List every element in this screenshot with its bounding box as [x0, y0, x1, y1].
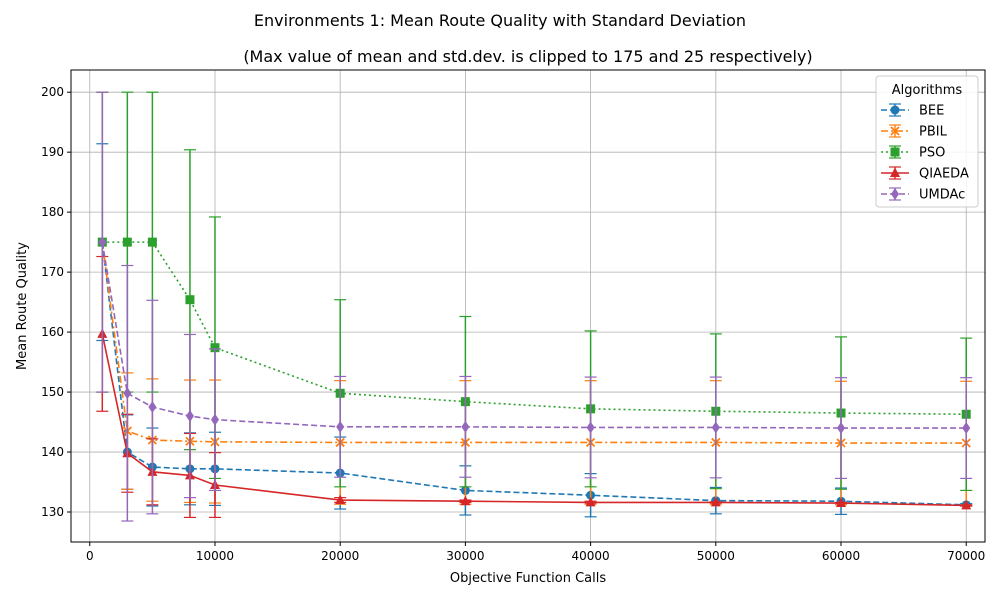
- umdac-point: [461, 420, 470, 433]
- legend-label: PSO: [919, 146, 945, 161]
- legend-item-umdac: UMDAc: [881, 187, 965, 203]
- umdac-point: [586, 421, 595, 434]
- plot-series: [96, 91, 973, 522]
- legend-marker: [890, 167, 900, 177]
- umdac-point: [962, 422, 971, 435]
- pso-point: [210, 343, 220, 353]
- legend-marker: [890, 147, 900, 157]
- qiaeda-point: [961, 499, 972, 510]
- x-tick-label: 60000: [822, 549, 860, 563]
- qiaeda-point: [710, 496, 721, 507]
- legend-marker: [890, 105, 900, 115]
- x-tick-label: 50000: [697, 549, 735, 563]
- y-tick-label: 140: [41, 445, 64, 459]
- pso-point: [147, 237, 157, 247]
- legend-title: Algorithms: [892, 83, 963, 98]
- y-tick-label: 170: [41, 265, 64, 279]
- x-tick-label: 70000: [947, 549, 985, 563]
- legend-label: BEE: [919, 104, 944, 119]
- x-tick-label: 10000: [196, 549, 234, 563]
- umdac-point: [336, 420, 345, 433]
- y-axis-label: Mean Route Quality: [15, 242, 30, 370]
- x-tick-label: 30000: [446, 549, 484, 563]
- legend-item-pso: PSO: [881, 145, 945, 161]
- y-tick-label: 180: [41, 205, 64, 219]
- legend-marker: [891, 188, 899, 200]
- pso-point: [122, 237, 132, 247]
- qiaeda-point: [585, 496, 596, 507]
- grid-lines: [71, 70, 985, 542]
- y-tick-label: 190: [41, 145, 64, 159]
- y-tick-label: 160: [41, 325, 64, 339]
- y-tick-label: 200: [41, 85, 64, 99]
- umdac-point: [210, 413, 219, 426]
- x-tick-label: 0: [86, 549, 94, 563]
- umdac-point: [148, 401, 157, 414]
- legend-items: BEE PBIL PSO QIAEDA UMDAc: [881, 103, 969, 203]
- legend-box: [875, 75, 979, 208]
- qiaeda-point: [335, 494, 346, 505]
- legend-marker: [890, 126, 900, 136]
- umdac-point: [185, 410, 194, 423]
- axis-ticks: 0 10000 20000 30000 40000 50000 60000 70000 130 1…: [41, 85, 985, 563]
- legend-label: UMDAc: [919, 188, 965, 203]
- umdac-point: [837, 422, 846, 435]
- legend: Algorithms BEE PBIL PSO QIAEDA UMDAc: [875, 75, 979, 208]
- chart-title: Environments 1: Mean Route Quality with …: [254, 11, 746, 30]
- x-tick-label: 40000: [572, 549, 610, 563]
- legend-item-qiaeda: QIAEDA: [881, 166, 969, 182]
- series-umdac: [96, 91, 973, 522]
- legend-label: PBIL: [919, 125, 948, 140]
- legend-label: QIAEDA: [919, 167, 969, 182]
- qiaeda-point: [460, 495, 471, 506]
- legend-item-bee: BEE: [881, 103, 944, 119]
- qiaeda-line: [101, 333, 967, 507]
- umdac-point: [123, 387, 132, 400]
- umdac-point: [711, 421, 720, 434]
- y-tick-label: 130: [41, 505, 64, 519]
- y-tick-label: 150: [41, 385, 64, 399]
- pso-line: [102, 241, 967, 416]
- qiaeda-point: [836, 497, 847, 508]
- bee-line: [101, 242, 967, 506]
- legend-item-pbil: PBIL: [881, 124, 948, 140]
- x-tick-label: 20000: [321, 549, 359, 563]
- chart-subtitle: (Max value of mean and std.dev. is clipp…: [243, 47, 812, 66]
- x-axis-label: Objective Function Calls: [450, 571, 606, 586]
- umdac-point: [98, 236, 107, 249]
- pso-point: [185, 295, 195, 305]
- plot-frame: [70, 69, 986, 543]
- umdac-line: [101, 241, 967, 429]
